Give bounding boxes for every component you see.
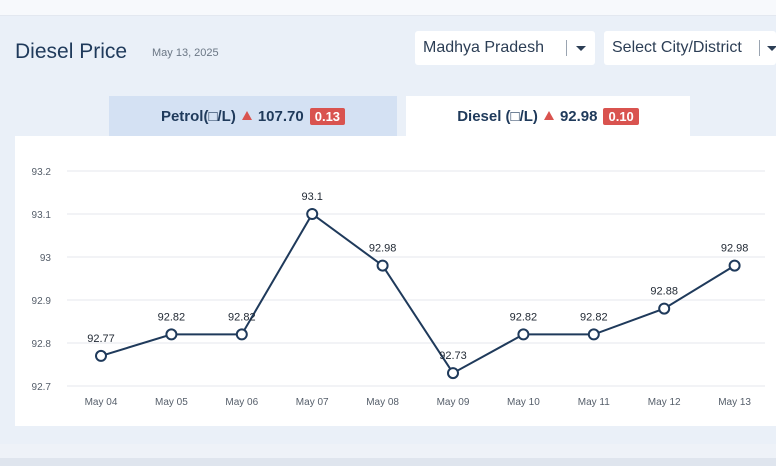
x-tick-label: May 04 [85,397,118,408]
bottom-strip [0,458,776,466]
x-tick-label: May 08 [366,397,399,408]
data-label: 92.82 [158,311,186,323]
data-point [306,208,319,220]
y-tick-label: 92.9 [32,296,52,307]
data-label: 92.98 [721,243,749,255]
state-select-value: Madhya Pradesh [423,39,544,56]
data-label: 92.82 [228,311,256,323]
petrol-change-badge: 0.13 [309,107,346,125]
data-point [95,349,107,362]
state-select[interactable]: Madhya Pradesh [415,31,595,65]
data-label: 92.77 [87,333,115,345]
page-title: Diesel Price [15,40,128,63]
data-point [587,328,600,341]
x-tick-label: May 09 [437,397,470,408]
price-line-chart: 92.7 92.8 92.9 93 93.1 93.2 May 04 May 05 May 06… [32,167,765,408]
x-tick-label: May 10 [507,397,540,408]
data-point [447,367,459,380]
x-tick-label: May 13 [718,397,751,408]
y-tick-label: 92.8 [32,339,52,350]
data-label: 92.98 [369,243,397,255]
data-point [658,302,671,315]
petrol-price: 107.70 [257,107,304,125]
x-tick-label: May 11 [578,397,610,408]
petrol-label: Petrol(□/L) [160,107,236,125]
diesel-price: 92.98 [559,107,598,125]
y-tick-label: 92.7 [32,382,52,393]
chevron-down-icon [767,46,776,51]
x-tick-label: May 05 [155,397,188,408]
y-tick-label: 93.2 [32,167,52,178]
triangle-up-icon [241,110,252,120]
y-tick-label: 93.1 [32,210,52,221]
tab-petrol[interactable]: Petrol(□/L) 107.70 0.13 [109,96,397,136]
tab-diesel[interactable]: Diesel (□/L) 92.98 0.10 [406,96,690,136]
top-strip [0,0,776,16]
city-select-placeholder: Select City/District [612,39,742,56]
y-tick-label: 93 [40,253,52,264]
diesel-label: Diesel (□/L) [457,107,538,125]
data-label: 93.1 [301,191,322,203]
data-label: 92.82 [510,311,538,323]
diesel-change-badge: 0.10 [603,107,639,125]
select-divider [759,40,760,56]
data-point [728,259,741,272]
chart-panel: 92.7 92.8 92.9 93 93.1 93.2 May 04 May 05 May 06… [15,136,776,426]
x-tick-label: May 12 [648,397,681,408]
data-point [517,328,530,341]
x-tick-label: May 06 [225,397,258,408]
data-point [235,328,248,341]
x-tick-label: May 07 [296,397,329,408]
data-label: 92.82 [580,311,608,323]
data-label: 92.73 [439,350,467,362]
series-line [100,212,736,375]
select-divider [566,40,567,56]
price-date: May 13, 2025 [152,47,219,59]
triangle-up-icon [543,110,554,120]
chevron-down-icon [576,46,586,51]
data-label: 92.88 [650,286,678,298]
data-point [376,259,389,272]
data-point [165,328,178,341]
city-select[interactable]: Select City/District [604,31,776,65]
